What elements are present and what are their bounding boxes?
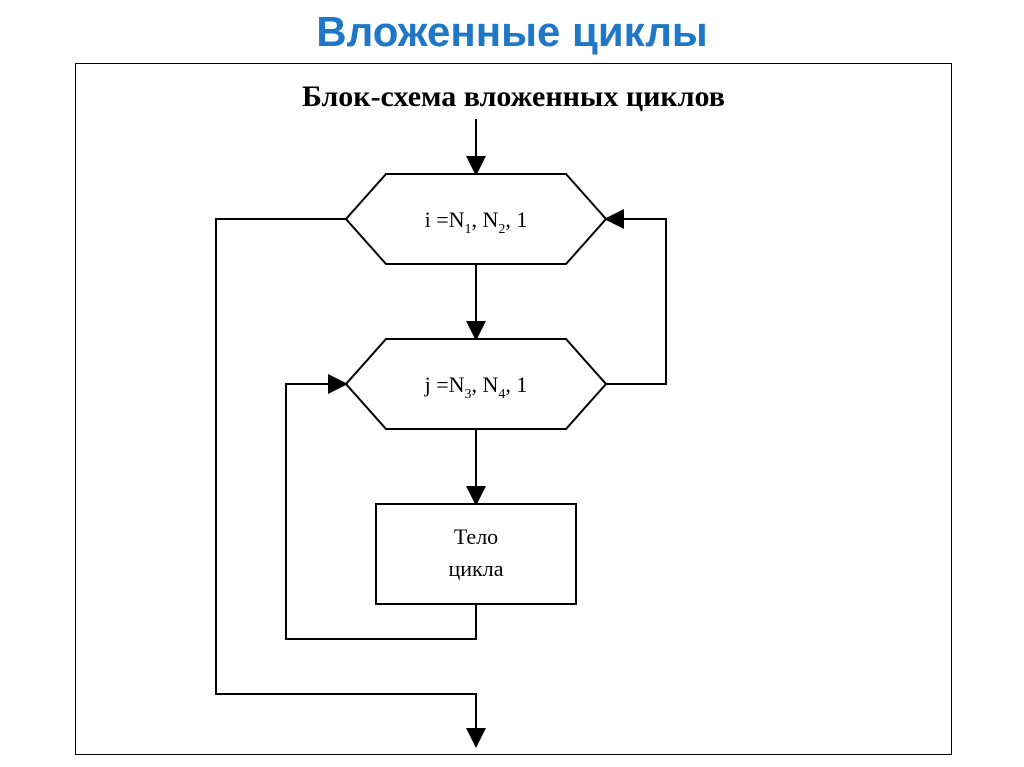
- page-root: Вложенные циклы Блок-схема вложенных цик…: [0, 0, 1024, 767]
- diagram-frame: Блок-схема вложенных циклов i =N1, N2, 1…: [75, 63, 952, 755]
- node-body-label-1: Тело: [454, 524, 498, 549]
- flowchart-svg: i =N1, N2, 1 j =N3, N4, 1 Тело цикла: [76, 64, 951, 754]
- node-body: [376, 504, 576, 604]
- main-title: Вложенные циклы: [0, 0, 1024, 56]
- edge-outer-exit: [216, 219, 476, 744]
- node-body-label-2: цикла: [449, 556, 504, 581]
- edge-inner-to-outer-feedback: [606, 219, 666, 384]
